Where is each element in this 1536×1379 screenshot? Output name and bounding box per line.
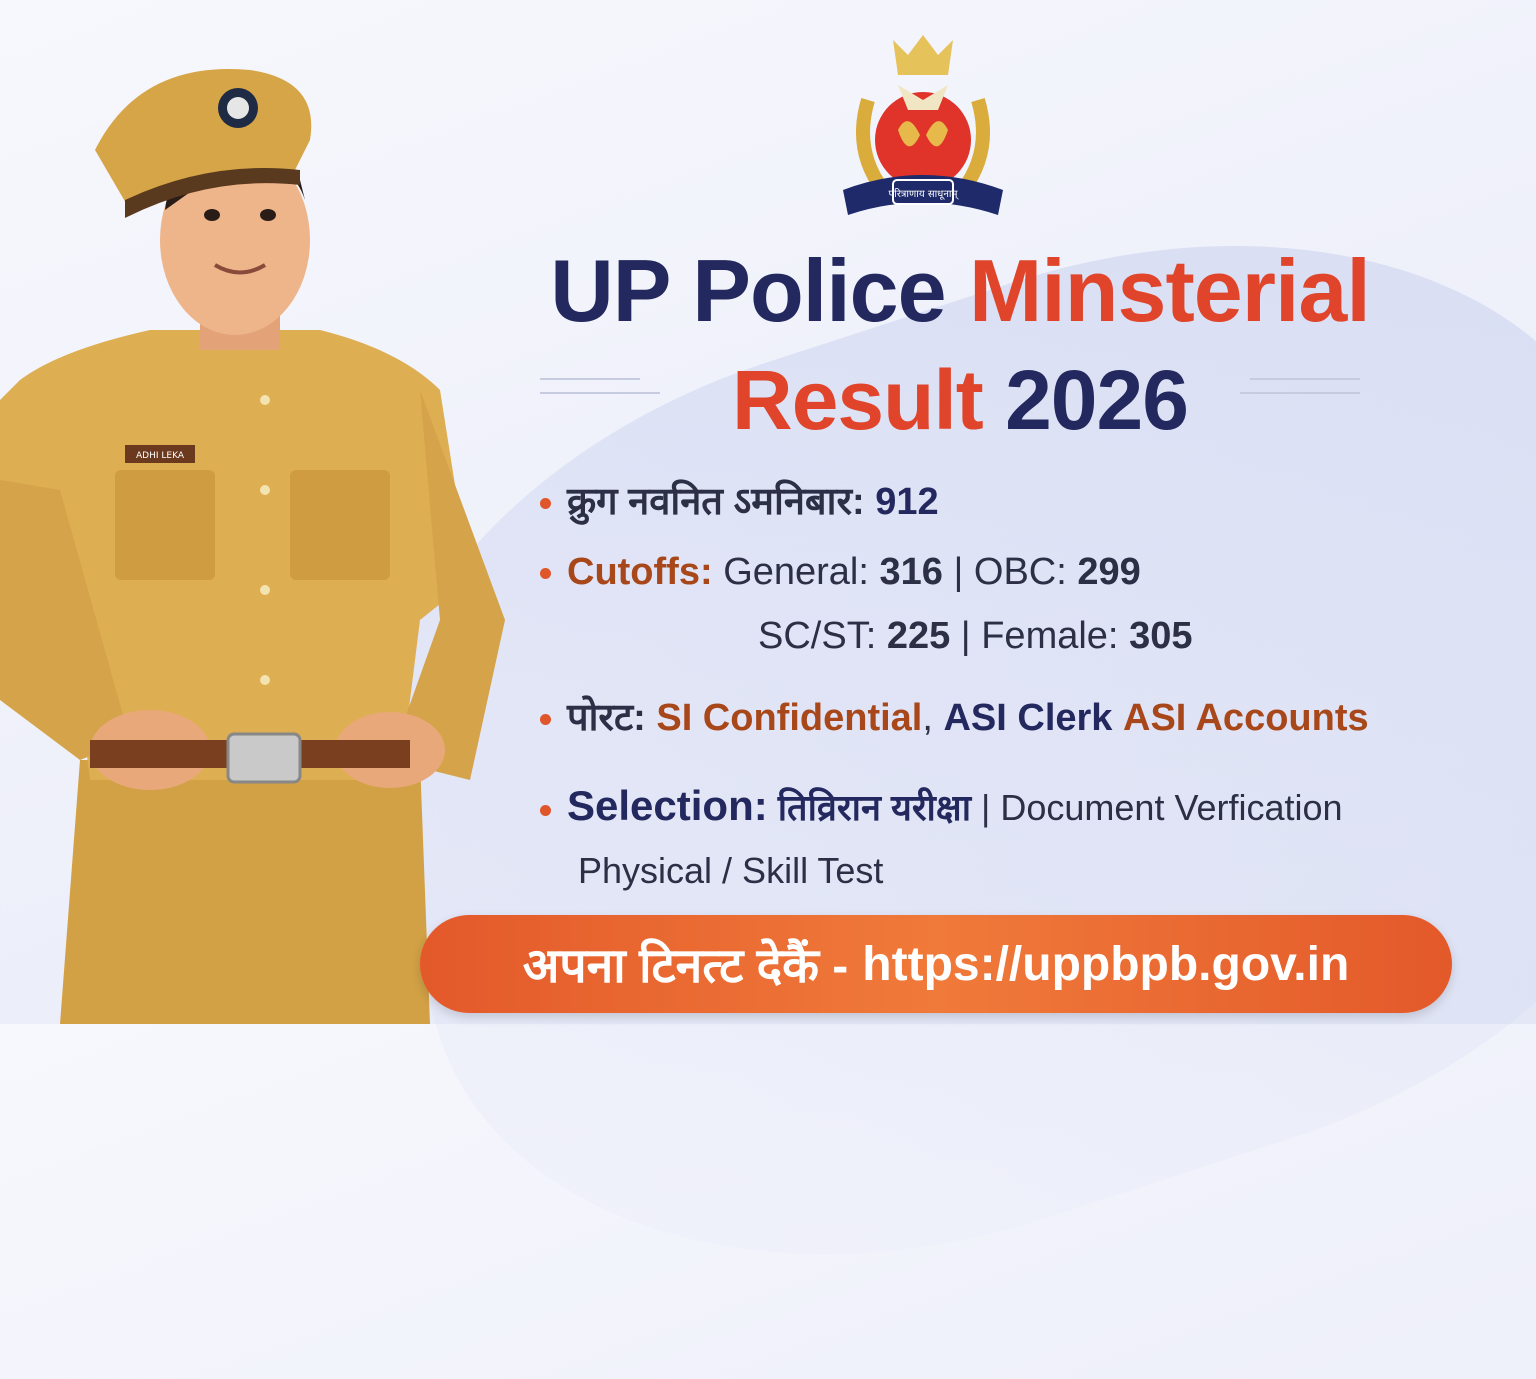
posts-row: पोरट: SI Confidential, ASI Clerk ASI Acc… [540, 690, 1369, 742]
divider-right [1240, 392, 1360, 394]
selection-written-exam: तिव्रिरान यरीक्षा [777, 787, 972, 828]
cutoffs-row: Cutoffs: General: 316 | OBC: 299 [540, 551, 1141, 594]
bullet-icon [540, 714, 551, 726]
female-cutoff: 305 [1129, 615, 1193, 657]
title-line-1: UP Police Minsterial [460, 240, 1460, 342]
bullet-icon [540, 568, 551, 580]
check-result-button[interactable]: अपना टिनत्ट देकैं - https://uppbpb.gov.i… [420, 915, 1452, 1013]
bullet-icon [540, 498, 551, 510]
title-up-police: UP Police [550, 241, 946, 340]
posts-separator: , [922, 697, 933, 739]
divider-right [1250, 378, 1360, 380]
police-officer-illustration: ADHI LEKA [0, 69, 505, 1024]
cutoffs-label: Cutoffs: [567, 551, 713, 593]
post-asi-accounts: ASI Accounts [1123, 697, 1369, 739]
obc-cutoff: 299 [1077, 551, 1141, 593]
posts-label: पोरट: [567, 697, 646, 739]
bullet-icon [540, 804, 551, 816]
emblem-motto: परित्राणाय साधूनाम् [889, 188, 960, 200]
general-cutoff: 316 [879, 551, 943, 593]
total-label: क्रुग नवनित ऽमनिबार: [567, 481, 865, 523]
selection-physical-test: Physical / Skill Test [578, 850, 884, 891]
cta-text: अपना टिनत्ट देकैं - [522, 939, 849, 993]
result-website-link[interactable]: https://uppbpb.gov.in [862, 937, 1350, 991]
post-si-confidential: SI Confidential [656, 697, 923, 739]
title-year: 2026 [1005, 353, 1189, 447]
selection-label: Selection: [567, 782, 768, 829]
title-line-2: Result 2026 [460, 352, 1460, 449]
title-result: Result [732, 353, 984, 447]
scst-cutoff: 225 [886, 615, 951, 657]
cutoffs-row-2: SC/ST: 225 | Female: 305 [758, 615, 1193, 657]
up-police-emblem: परित्राणाय साधूनाम् [843, 35, 1003, 215]
selection-row: Selection: तिव्रिरान यरीक्षा | Document … [540, 782, 1343, 831]
selection-document-verification: Document Verfication [1000, 787, 1343, 828]
selection-row-2: Physical / Skill Test [578, 850, 883, 892]
divider-left [540, 378, 640, 380]
divider-left [540, 392, 660, 394]
name-tag: ADHI LEKA [136, 451, 185, 461]
title-ministerial: Minsterial [969, 241, 1371, 340]
total-value: 912 [875, 481, 939, 523]
general-label: General: [723, 551, 869, 593]
female-label: Female: [981, 615, 1119, 657]
total-selected-row: क्रुग नवनित ऽमनिबार: 912 [540, 474, 939, 526]
obc-label: OBC: [973, 551, 1067, 593]
post-asi-clerk: ASI Clerk [943, 697, 1113, 739]
scst-label: SC/ST: [758, 615, 877, 657]
